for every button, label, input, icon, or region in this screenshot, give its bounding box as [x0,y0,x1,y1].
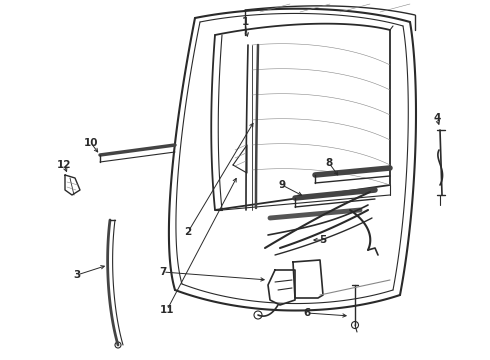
Text: 5: 5 [319,235,327,245]
Text: 3: 3 [74,270,81,280]
Text: 1: 1 [242,17,248,27]
Text: 11: 11 [160,305,174,315]
Text: 2: 2 [184,227,192,237]
Text: 9: 9 [278,180,286,190]
Text: 10: 10 [84,138,98,148]
Text: 4: 4 [433,113,441,123]
Text: 7: 7 [159,267,167,277]
Text: 8: 8 [325,158,333,168]
Text: 12: 12 [57,160,71,170]
Text: 6: 6 [303,308,311,318]
